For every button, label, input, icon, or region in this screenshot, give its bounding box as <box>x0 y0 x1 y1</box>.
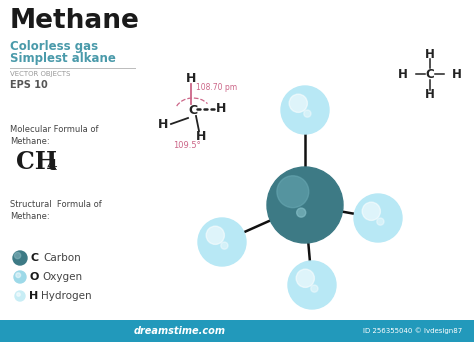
Circle shape <box>297 208 306 217</box>
Circle shape <box>354 194 402 242</box>
Circle shape <box>206 226 224 245</box>
Text: H: H <box>425 88 435 101</box>
Text: C: C <box>31 253 39 263</box>
Text: dreamstime․com: dreamstime․com <box>134 326 226 336</box>
Circle shape <box>289 94 308 113</box>
Text: H: H <box>196 131 206 144</box>
Circle shape <box>311 285 318 292</box>
Circle shape <box>17 293 20 296</box>
Circle shape <box>14 252 21 259</box>
Text: H: H <box>29 291 38 301</box>
Circle shape <box>13 251 27 265</box>
Text: Colorless gas: Colorless gas <box>10 40 98 53</box>
Text: CH: CH <box>16 150 57 174</box>
Circle shape <box>304 110 311 117</box>
Text: H: H <box>158 118 168 131</box>
Text: Structural  Formula of
Methane:: Structural Formula of Methane: <box>10 200 102 221</box>
Text: Hydrogen: Hydrogen <box>41 291 91 301</box>
Text: 109.5°: 109.5° <box>173 142 201 150</box>
Circle shape <box>281 86 329 134</box>
Text: EPS 10: EPS 10 <box>10 80 48 90</box>
Circle shape <box>296 269 314 287</box>
FancyBboxPatch shape <box>0 320 474 342</box>
Text: Carbon: Carbon <box>43 253 81 263</box>
Text: H: H <box>425 48 435 61</box>
Text: C: C <box>426 67 434 80</box>
Text: 4: 4 <box>46 159 56 173</box>
Text: Simplest alkane: Simplest alkane <box>10 52 116 65</box>
Text: Methane: Methane <box>10 8 140 34</box>
Circle shape <box>221 242 228 249</box>
Text: C: C <box>189 104 198 117</box>
Text: Molecular Formula of
Methane:: Molecular Formula of Methane: <box>10 125 99 146</box>
Circle shape <box>15 291 25 301</box>
Text: H: H <box>186 71 196 84</box>
Circle shape <box>277 176 309 208</box>
Text: ID 256355040 © Ivdesign87: ID 256355040 © Ivdesign87 <box>363 328 462 334</box>
Text: H: H <box>452 67 462 80</box>
Circle shape <box>288 261 336 309</box>
Circle shape <box>198 218 246 266</box>
Text: H: H <box>216 102 226 115</box>
Circle shape <box>14 271 26 283</box>
Circle shape <box>16 273 20 278</box>
Text: O: O <box>30 272 39 282</box>
Circle shape <box>267 167 343 243</box>
Text: Oxygen: Oxygen <box>42 272 82 282</box>
Text: VECTOR OBJECTS: VECTOR OBJECTS <box>10 71 70 77</box>
Text: 108.70 pm: 108.70 pm <box>196 83 237 92</box>
Circle shape <box>377 218 384 225</box>
Text: H: H <box>398 67 408 80</box>
Circle shape <box>362 202 381 220</box>
